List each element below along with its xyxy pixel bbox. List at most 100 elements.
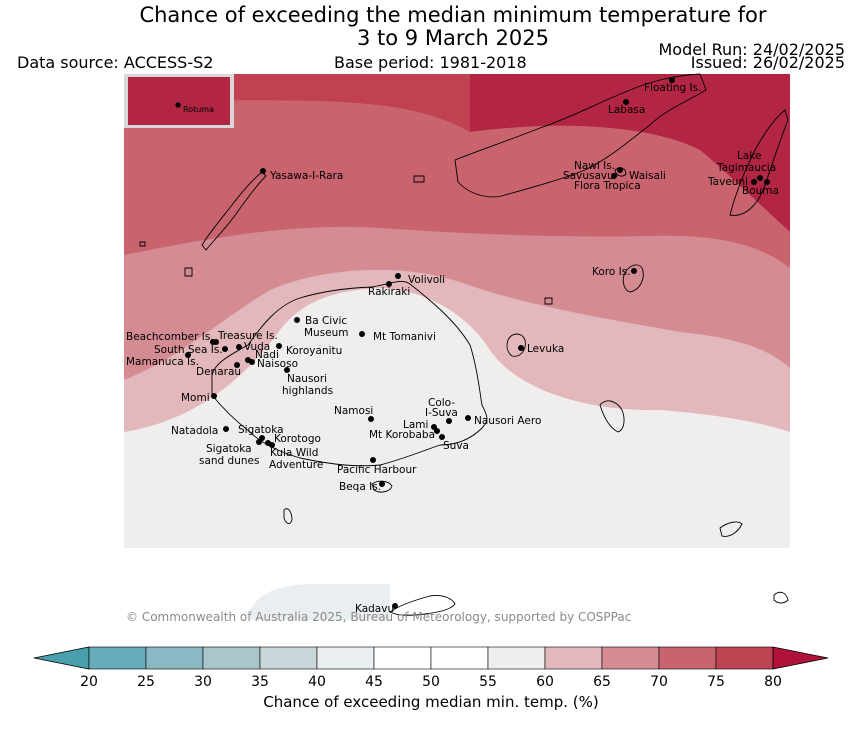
legend-tick-label: 70 [650, 674, 668, 690]
coastlines [139, 73, 789, 616]
place-label: Vuda [244, 341, 270, 353]
place-label: Koro Is. [592, 266, 631, 278]
place-label: Colo- [428, 397, 455, 409]
place-label: Ba Civic [305, 315, 347, 327]
legend-tick-label: 30 [194, 674, 212, 690]
rotuma-inset: Rotuma [124, 74, 234, 128]
gau-coast [599, 400, 625, 433]
east-islet-coast [773, 591, 789, 604]
issued-text: Issued: 26/02/2025 [690, 53, 845, 72]
place-label: Museum [304, 327, 349, 339]
place-label: Nawi Is. [574, 160, 615, 172]
legend-tick-label: 50 [422, 674, 440, 690]
zone-55-60 [124, 288, 790, 548]
probability-zones [124, 74, 790, 620]
place-label: Kadavu [355, 603, 394, 615]
small-islet-3 [544, 297, 553, 305]
place-label: Korotogo [274, 433, 321, 445]
legend-tick-label: 45 [365, 674, 383, 690]
place-label: Adventure [269, 459, 323, 471]
legend-color-box [487, 646, 546, 670]
legend-tick-label: 65 [593, 674, 611, 690]
ovalau-coast [506, 333, 526, 357]
map-title-line1: Chance of exceeding the median minimum t… [139, 3, 767, 27]
zone-40-45 [250, 584, 390, 620]
viti-levu-coast [211, 281, 488, 467]
legend-color-box [259, 646, 318, 670]
legend-high-extend [772, 646, 829, 670]
legend-color-box [715, 646, 774, 670]
place-label: Sigatoka [206, 443, 252, 455]
place-label: highlands [282, 385, 333, 397]
inset-label: Rotuma [183, 105, 214, 114]
legend-color-box [430, 646, 489, 670]
place-label: Naisoso [257, 358, 298, 370]
legend-tick-label: 80 [764, 674, 782, 690]
lau-coast [719, 521, 743, 537]
legend-color-box [88, 646, 147, 670]
place-label: I-Suva [425, 407, 458, 419]
place-label: Treasure Is. [217, 330, 278, 342]
legend-color-box [373, 646, 432, 670]
place-label: Flora Tropica [574, 180, 641, 192]
place-label: Natadola [171, 425, 218, 437]
legend-color-box [145, 646, 204, 670]
place-label: Rakiraki [368, 286, 410, 298]
place-label: Kula Wild [270, 447, 318, 459]
place-label: Namosi [334, 405, 373, 417]
place-label: Nadi [255, 349, 279, 361]
legend-tick-label: 35 [251, 674, 269, 690]
place-label: Mt Korobaba [369, 429, 435, 441]
model-run-text: Model Run: 24/02/2025 [658, 40, 846, 59]
place-label: Lami [403, 419, 428, 431]
place-label: Nausori Aero [474, 415, 541, 427]
place-label: Mt Tomanivi [373, 331, 436, 343]
place-label: sand dunes [199, 455, 259, 467]
vanua-levu-coast [454, 73, 707, 198]
place-label: Waisali [629, 170, 666, 182]
place-label: Levuka [527, 343, 564, 355]
legend-color-box [316, 646, 375, 670]
kadavu-coast [389, 595, 456, 616]
small-islet-2 [184, 267, 193, 277]
place-label: Volivoli [408, 274, 445, 286]
legend-color-box [601, 646, 660, 670]
place-label: Taveuni [707, 176, 748, 188]
legend-colorbar: 20 25 30 35 40 45 50 55 60 65 70 75 80 [33, 646, 829, 690]
zone-south-white [124, 548, 790, 618]
legend-color-box [544, 646, 603, 670]
place-label: Suva [443, 440, 469, 452]
place-label: Beachcomber Is. [126, 331, 214, 343]
taveuni-coast [729, 109, 789, 216]
yasawa-coast [201, 171, 267, 251]
place-label: Lake [737, 150, 761, 162]
zone-80-plus [470, 74, 790, 232]
vatulele-coast [283, 508, 293, 525]
beqa-coast [371, 480, 393, 493]
place-label: Floating Is. [644, 82, 701, 94]
place-label: Koroyanitu [286, 345, 342, 357]
place-label: Denarau [196, 366, 241, 378]
place-label: Savusavu [563, 170, 614, 182]
legend-color-box [658, 646, 717, 670]
place-labels: Floating Is. Labasa Yasawa-I-Rara Nawi I… [126, 82, 779, 615]
place-label: Pacific Harbour [337, 464, 417, 476]
place-label: Mamanuca Is. [126, 356, 199, 368]
place-label: Momi [181, 392, 210, 404]
legend-color-box [202, 646, 261, 670]
place-label: Sigatoka [238, 424, 284, 436]
legend-title: Chance of exceeding median min. temp. (%… [263, 693, 599, 711]
copyright-credit: © Commonwealth of Australia 2025, Bureau… [126, 610, 632, 624]
data-source-text: Data source: ACCESS-S2 [17, 53, 214, 72]
place-label: Nausori [287, 373, 327, 385]
legend-low-extend [33, 646, 90, 670]
koro-coast [622, 264, 644, 293]
legend-tick-label: 60 [536, 674, 554, 690]
small-islet-4 [139, 241, 146, 247]
place-label: Beqa Is. [339, 481, 381, 493]
legend-tick-label: 75 [707, 674, 725, 690]
place-label: Yasawa-I-Rara [269, 170, 343, 182]
legend-tick-label: 55 [479, 674, 497, 690]
map-title-line2: 3 to 9 March 2025 [357, 26, 549, 50]
